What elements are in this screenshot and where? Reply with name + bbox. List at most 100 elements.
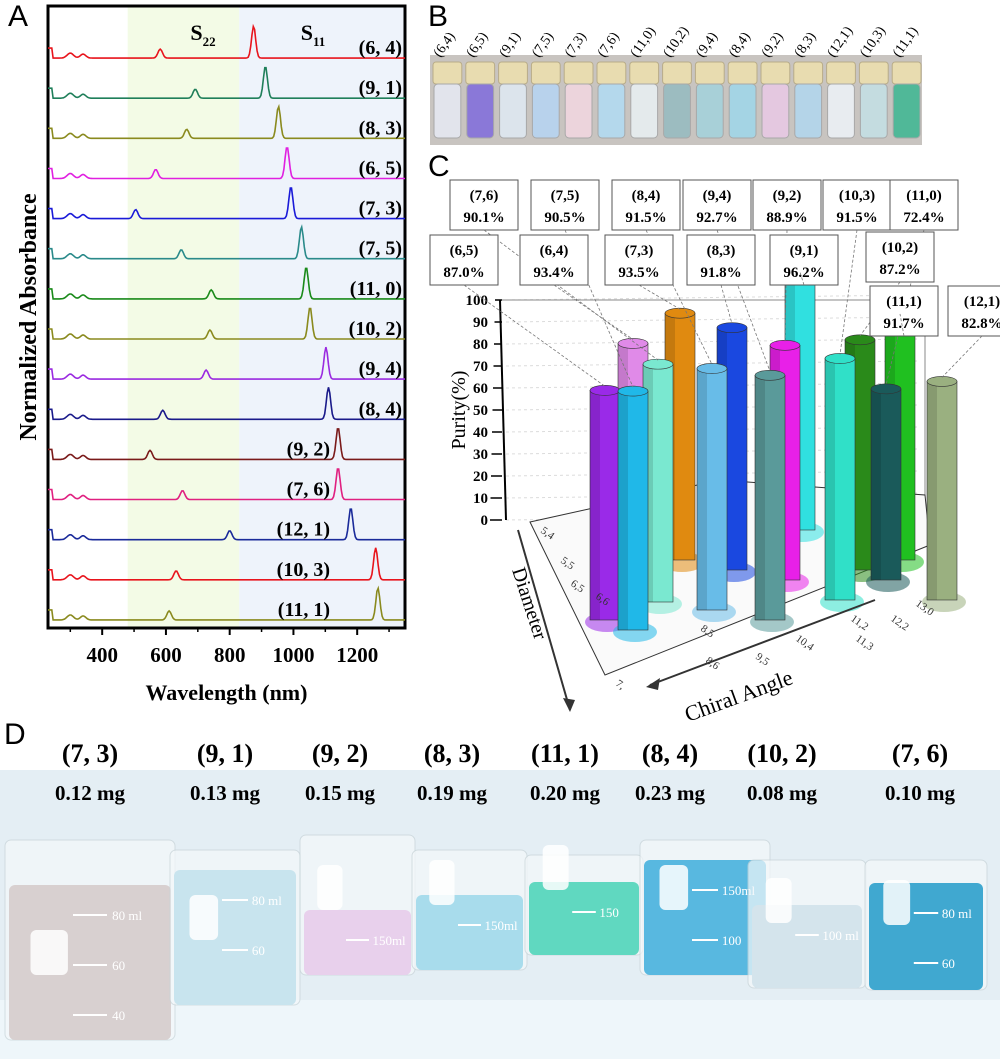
- graduation-label: 80 ml: [942, 906, 972, 921]
- beaker-solution: [416, 895, 523, 970]
- chiral-angle-axis-label: Chiral Angle: [681, 665, 796, 720]
- bar-12-1: [922, 376, 966, 612]
- purity-label-box: (7,5) 90.5%: [530, 179, 600, 231]
- vial-cap: [826, 61, 856, 85]
- beaker-label-patch: [189, 895, 219, 940]
- spectrum-line-9-4: [48, 346, 405, 380]
- spectral-region-s11: [239, 6, 405, 628]
- vial-solution: [859, 83, 888, 139]
- x-tick-label: 1000: [272, 643, 314, 667]
- vial-cap: [662, 61, 692, 85]
- vial-cap: [465, 61, 496, 85]
- vial-cap: [530, 61, 561, 85]
- label-purity: 87.0%: [443, 265, 484, 281]
- vial-cap: [793, 61, 824, 85]
- vial-solution: [827, 83, 855, 139]
- vial: (10,3): [857, 24, 889, 139]
- bar-7-5: [613, 385, 657, 642]
- beaker: 150ml: [411, 849, 528, 971]
- vial-cap: [760, 61, 791, 85]
- purity-label-box: (11,0) 72.4%: [889, 179, 959, 231]
- y-tick-label: 100: [466, 293, 489, 309]
- vial-cap: [694, 61, 725, 85]
- bar-body: [589, 390, 621, 621]
- bar-top: [754, 369, 786, 381]
- y-axis-label: Purity(%): [448, 371, 470, 450]
- label-chirality: (8,4): [632, 188, 661, 204]
- vial-label: (11,1): [890, 24, 922, 60]
- label-purity: 93.5%: [618, 265, 659, 281]
- label-chirality: (9,4): [703, 188, 732, 204]
- purity-label-box: (6,5) 87.0%: [429, 234, 499, 286]
- y-tick-label: 50: [473, 403, 488, 419]
- vial-solution: [630, 83, 659, 139]
- label-purity: 91.7%: [883, 316, 924, 332]
- vial-label: (11,0): [628, 24, 660, 60]
- panel-a-letter: A: [8, 0, 29, 33]
- bar-body: [754, 374, 786, 621]
- spectrum-line-7-5: [48, 224, 405, 260]
- vial-solution: [695, 83, 724, 139]
- x-axis-label: Wavelength (nm): [146, 680, 308, 705]
- purity-label-box: (10,3) 91.5%: [822, 179, 892, 231]
- beaker-label-patch: [429, 860, 455, 905]
- hex-cell-label: 11,3: [853, 633, 876, 654]
- label-purity: 82.8%: [961, 316, 1000, 332]
- spectrum-label: (12, 1): [277, 519, 330, 541]
- y-tick-label: 70: [473, 359, 488, 375]
- vial: (9,1): [497, 29, 528, 139]
- beaker-mass: 0.19 mg: [417, 781, 487, 805]
- spectrum-label: (9, 1): [359, 77, 402, 99]
- bar-9-4: [750, 369, 794, 632]
- label-purity: 72.4%: [903, 210, 944, 226]
- hex-cell-label: 11,2: [848, 613, 870, 634]
- y-axis: [499, 299, 507, 521]
- purity-label-box: (8,3) 91.8%: [686, 234, 756, 286]
- vial-cap: [629, 61, 660, 85]
- bar-top: [926, 376, 958, 387]
- y-tick-label: 40: [473, 425, 488, 441]
- beaker-chirality: (7, 3): [62, 739, 118, 768]
- spectrum-line-9-2: [48, 428, 405, 461]
- bar-top: [617, 338, 649, 349]
- vial-solution: [466, 83, 495, 139]
- grid-line: [505, 316, 921, 323]
- diameter-arrowhead-icon: [563, 698, 575, 712]
- vials-photo: (6,4) (6,5) (9,1) (7,5) (7,3) (7,6) (11,0) (10,…: [430, 24, 922, 145]
- bar-shade: [590, 390, 600, 620]
- bar-body: [926, 381, 958, 601]
- vial: (6,5): [464, 29, 496, 139]
- label-chirality: (7,5): [551, 188, 580, 204]
- bar-body: [696, 368, 728, 611]
- x-tick-label: 1200: [336, 643, 378, 667]
- leader-line: [784, 229, 788, 342]
- panel-a: A S22 S11 (6, 4) (9, 1) (8, 3) (6, 5) (7, 3) (7…: [0, 0, 420, 720]
- vial-cap: [563, 61, 594, 85]
- x-tick-label: 800: [214, 643, 246, 667]
- leader-line: [564, 229, 634, 388]
- y-tick-label: 90: [473, 315, 488, 331]
- beaker-chirality: (10, 2): [747, 739, 816, 768]
- vial: (7,6): [595, 29, 627, 139]
- beaker-label-patch: [659, 865, 689, 910]
- beaker: 150: [524, 845, 644, 956]
- bar-body: [617, 390, 649, 631]
- panel-c: C 0 10 20 30 40 50 60 70 80 90 100 Purity(%) (7,6) 90…: [420, 150, 1000, 727]
- hex-cell-label: 12,2: [888, 613, 911, 634]
- y-tick-label: 80: [473, 337, 488, 353]
- purity-label-box: (8,4) 91.5%: [611, 179, 681, 231]
- beaker: 80 ml 60: [169, 849, 301, 1006]
- purity-label-box: (7,6) 90.1%: [449, 179, 519, 231]
- beaker-solution: [9, 885, 171, 1040]
- beakers-photo: 80 ml 60 40 (7, 3) 0.12 mg 80 ml 60 (9, 1) 0.13 …: [0, 739, 1000, 1059]
- graduation-label: 150ml: [484, 918, 518, 933]
- spectrum-label: (11, 0): [350, 278, 402, 300]
- graduation-label: 80 ml: [252, 893, 282, 908]
- beaker-mass: 0.15 mg: [305, 781, 375, 805]
- x-tick-label: 600: [150, 643, 182, 667]
- bar-10-3: [820, 353, 864, 612]
- beaker-solution: [752, 905, 862, 988]
- vial: (9,2): [759, 29, 791, 139]
- bar-top: [664, 307, 696, 319]
- label-box-frame: [769, 234, 839, 286]
